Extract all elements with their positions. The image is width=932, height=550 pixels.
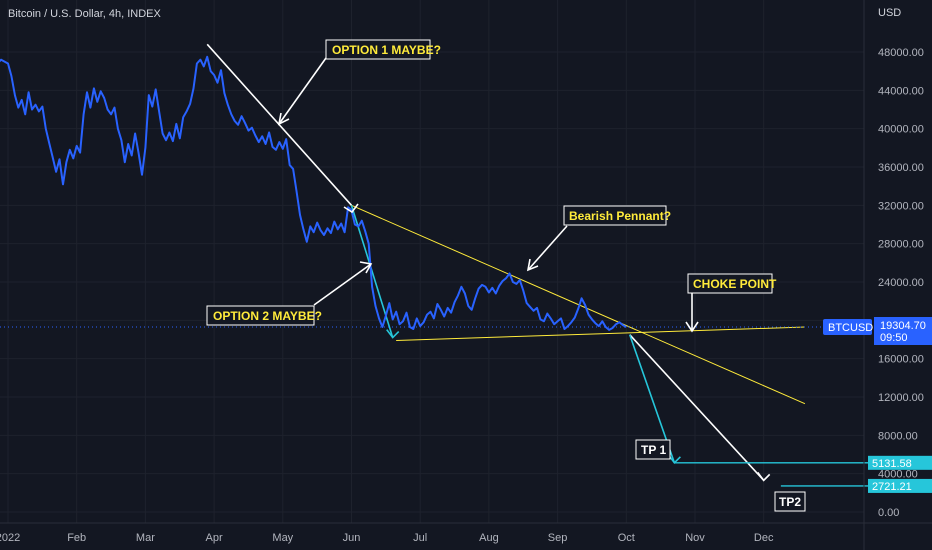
x-tick-label: Jul [413, 532, 427, 544]
chart-overlays: Bitcoin / U.S. Dollar, 4h, INDEX USD OPT… [8, 7, 901, 512]
option-1-arrow [278, 57, 327, 125]
annotation-choke-point[interactable]: CHOKE POINT [687, 273, 777, 294]
pennant-arrowhead [526, 258, 539, 272]
target-tag-0: 5131.58 [872, 458, 912, 470]
price-line-series-0[interactable] [0, 55, 627, 331]
trendline-2[interactable] [396, 326, 805, 341]
y-tick-label: 24000.00 [878, 277, 924, 289]
y-tick-label: 32000.00 [878, 200, 924, 212]
x-tick-label: Oct [618, 532, 635, 544]
annotation-tp1-text: TP 1 [641, 443, 666, 457]
pennant-arrow [527, 225, 568, 271]
tp2-path-arrowhead [757, 471, 771, 482]
option-2-target-arrowhead [386, 329, 400, 339]
option-2-arrowhead [359, 261, 373, 274]
target-tag-bg-1 [868, 478, 932, 493]
annotation-tp1[interactable]: TP 1 [635, 439, 671, 460]
x-tick-label: Feb [67, 532, 86, 544]
chart-title: Bitcoin / U.S. Dollar, 4h, INDEX [8, 8, 161, 20]
x-tick-label: Apr [206, 532, 223, 544]
y-tick-label: 12000.00 [878, 392, 924, 404]
choke-arrowhead [685, 321, 699, 333]
trendline-1[interactable] [351, 204, 806, 405]
y-tick-label: 44000.00 [878, 85, 924, 97]
annotation-bearish-pennant[interactable]: Bearish Pennant? [563, 205, 671, 226]
last-price-tag: 19304.70 [880, 320, 926, 332]
target-tag-1: 2721.21 [872, 481, 912, 493]
trendline-4[interactable] [629, 334, 765, 481]
y-tick-label: 36000.00 [878, 162, 924, 174]
grid [0, 0, 864, 523]
x-tick-label: Jun [343, 532, 361, 544]
plot-area [0, 0, 864, 523]
x-tick-label: Mar [136, 532, 155, 544]
annotation-tp2-text: TP2 [779, 495, 801, 509]
annotation-option-1[interactable]: OPTION 1 MAYBE? [325, 39, 441, 60]
option-1-arrowhead [277, 112, 290, 126]
annotation-bearish-pennant-text: Bearish Pennant? [569, 209, 671, 223]
annotation-tp2[interactable]: TP2 [774, 491, 806, 512]
x-tick-label: May [272, 532, 293, 544]
currency-label: USD [878, 7, 901, 19]
annotation-arrows [277, 57, 699, 333]
x-tick-label: Nov [685, 532, 705, 544]
target-tag-bg-0 [868, 455, 932, 470]
annotation-choke-point-text: CHOKE POINT [693, 277, 777, 291]
pennant-start-arrowhead [343, 203, 359, 214]
last-price-tag-bg [874, 316, 932, 345]
series-tag: BTCUSD [828, 322, 873, 334]
trendline-0[interactable] [206, 43, 353, 206]
countdown-label: 09:50 [880, 332, 908, 344]
option-2-arrow [313, 263, 372, 306]
y-tick-label: 40000.00 [878, 124, 924, 136]
x-tick-label: Aug [479, 532, 499, 544]
y-tick-label: 48000.00 [878, 47, 924, 59]
x-tick-label: 2022 [0, 532, 20, 544]
annotation-option-1-text: OPTION 1 MAYBE? [332, 43, 441, 57]
annotation-option-2[interactable]: OPTION 2 MAYBE? [206, 305, 322, 326]
y-tick-label: 8000.00 [878, 430, 918, 442]
series-tag-bg [823, 318, 872, 335]
y-tick-label: 28000.00 [878, 239, 924, 251]
y-tick-label: 16000.00 [878, 354, 924, 366]
y-tick-label: 4000.00 [878, 469, 918, 481]
x-tick-label: Sep [548, 532, 568, 544]
x-tick-label: Dec [754, 532, 774, 544]
y-tick-label: 0.00 [878, 507, 899, 519]
price-series [0, 55, 864, 331]
annotation-option-2-text: OPTION 2 MAYBE? [213, 309, 322, 323]
